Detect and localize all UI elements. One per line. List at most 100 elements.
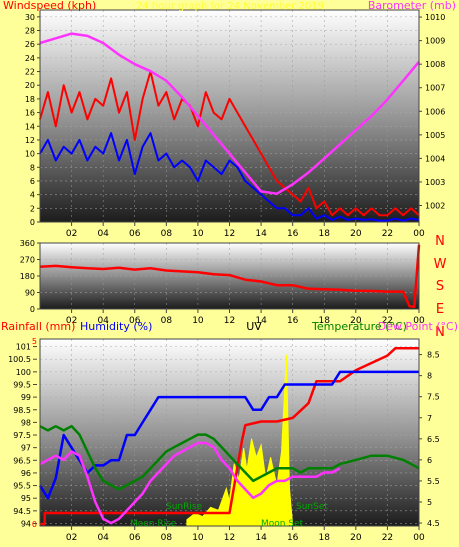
rain-tick-label: 0 bbox=[32, 520, 37, 529]
x-tick-label: 18 bbox=[319, 229, 331, 239]
temperature-tick-label: 8 bbox=[427, 372, 432, 381]
barometer-axis-label: Barometer (mb) bbox=[368, 0, 456, 12]
x-tick-label: 04 bbox=[97, 316, 109, 326]
moon-set-annotation: Moon Set bbox=[261, 519, 304, 529]
x-tick-label: 06 bbox=[129, 316, 141, 326]
series-humidity-line bbox=[38, 370, 419, 500]
humidity-tick-label: 97.5 bbox=[13, 431, 31, 440]
x-tick-label: 16 bbox=[287, 533, 299, 543]
compass-label: S bbox=[436, 279, 444, 294]
humidity-tick-label: 95 bbox=[21, 494, 31, 503]
compass-label: N bbox=[435, 325, 445, 340]
humidity-tick-label: 100 bbox=[16, 368, 31, 377]
windspeed-tick-label: 14 bbox=[25, 122, 35, 131]
x-tick-label: 12 bbox=[224, 316, 235, 326]
windspeed-tick-label: 20 bbox=[25, 81, 35, 90]
humidity-tick-label: 97 bbox=[21, 444, 31, 453]
humidity-axis-label: Humidity (%) bbox=[80, 320, 152, 333]
windspeed-tick-label: 26 bbox=[25, 40, 35, 49]
windspeed-tick-label: 12 bbox=[25, 136, 35, 145]
barometer-tick-label: 1006 bbox=[425, 107, 445, 116]
temperature-tick-label: 4.5 bbox=[427, 519, 440, 528]
x-tick-label: 14 bbox=[255, 316, 267, 326]
series-dewpoint-line bbox=[39, 441, 341, 525]
windspeed-tick-label: 6 bbox=[30, 177, 35, 186]
barometer-tick-label: 1008 bbox=[425, 60, 445, 69]
x-tick-label: 04 bbox=[97, 533, 109, 543]
temperature-tick-label: 5 bbox=[427, 498, 432, 507]
x-tick-label: 18 bbox=[319, 316, 331, 326]
temperature-tick-label: 6 bbox=[427, 456, 432, 465]
dew-point-axis-label: Dew Point (°C) bbox=[378, 320, 458, 333]
x-tick-label: 06 bbox=[129, 229, 141, 239]
x-tick-label: 22 bbox=[382, 316, 393, 326]
windspeed-tick-label: 8 bbox=[30, 163, 35, 172]
x-tick-label: 20 bbox=[350, 533, 362, 543]
series-speed-line bbox=[39, 70, 420, 217]
temperature-axis-label: Temperature (°C) bbox=[311, 320, 407, 333]
compass-label: E bbox=[436, 302, 444, 317]
sunset-annotation: SunSet bbox=[296, 502, 328, 512]
compass-label: W bbox=[434, 257, 447, 272]
barometer-tick-label: 1002 bbox=[425, 202, 445, 211]
humidity-tick-label: 100.5 bbox=[8, 355, 31, 364]
windspeed-tick-label: 22 bbox=[25, 68, 35, 77]
temperature-tick-label: 8.5 bbox=[427, 351, 440, 360]
x-tick-label: 10 bbox=[192, 316, 204, 326]
rainfall-axis-label: Rainfall (mm) bbox=[1, 320, 75, 333]
humidity-tick-label: 98 bbox=[21, 418, 31, 427]
compass-label: N bbox=[435, 234, 445, 249]
windspeed-tick-label: 10 bbox=[25, 150, 35, 159]
x-tick-label: 02 bbox=[66, 229, 77, 239]
windspeed-tick-label: 30 bbox=[25, 13, 35, 22]
x-tick-label: 20 bbox=[350, 316, 362, 326]
x-tick-label: 02 bbox=[66, 533, 77, 543]
series-temperature-line bbox=[39, 424, 420, 491]
windspeed-tick-label: 28 bbox=[25, 27, 35, 36]
barometer-tick-label: 1010 bbox=[425, 13, 445, 22]
humidity-tick-label: 99 bbox=[21, 393, 31, 402]
temperature-tick-label: 5.5 bbox=[427, 477, 440, 486]
x-tick-label: 18 bbox=[319, 533, 331, 543]
x-tick-label: 12 bbox=[224, 533, 235, 543]
x-tick-label: 10 bbox=[192, 229, 204, 239]
barometer-tick-label: 1005 bbox=[425, 131, 445, 140]
x-tick-label: 16 bbox=[287, 229, 299, 239]
chart-title: 24 hour graph for 24 November 2019 bbox=[136, 1, 324, 12]
barometer-tick-label: 1007 bbox=[425, 84, 445, 93]
barometer-tick-label: 1004 bbox=[425, 154, 445, 163]
humidity-tick-label: 94.5 bbox=[13, 507, 31, 516]
x-tick-label: 00 bbox=[413, 533, 425, 543]
humidity-tick-label: 101 bbox=[16, 343, 31, 352]
direction-tick-label: 270 bbox=[20, 256, 35, 265]
windspeed-tick-label: 4 bbox=[30, 191, 35, 200]
windspeed-tick-label: 2 bbox=[30, 204, 35, 213]
series-rain-line bbox=[40, 347, 419, 526]
temperature-tick-label: 7.5 bbox=[427, 393, 440, 402]
humidity-tick-label: 99.5 bbox=[13, 380, 31, 389]
windspeed-tick-label: 18 bbox=[25, 95, 35, 104]
uv-axis-label: UV bbox=[246, 320, 262, 333]
humidity-tick-label: 96 bbox=[21, 469, 31, 478]
series-direction-line bbox=[39, 244, 421, 309]
x-tick-label: 20 bbox=[350, 229, 362, 239]
humidity-tick-label: 96.5 bbox=[13, 456, 31, 465]
sunrise-annotation: SunRise bbox=[166, 502, 203, 512]
x-tick-label: 14 bbox=[255, 533, 267, 543]
x-tick-label: 10 bbox=[192, 533, 204, 543]
humidity-tick-label: 98.5 bbox=[13, 406, 31, 415]
series-avg-line bbox=[39, 132, 420, 222]
temperature-tick-label: 6.5 bbox=[427, 435, 440, 444]
x-tick-label: 08 bbox=[161, 229, 173, 239]
x-tick-label: 02 bbox=[66, 316, 77, 326]
temperature-tick-label: 7 bbox=[427, 414, 432, 423]
humidity-tick-label: 94 bbox=[21, 519, 31, 528]
x-tick-label: 06 bbox=[129, 533, 141, 543]
windspeed-axis-label: Windspeed (kph) bbox=[3, 0, 96, 12]
windspeed-tick-label: 16 bbox=[25, 109, 35, 118]
humidity-tick-label: 95.5 bbox=[13, 482, 31, 491]
x-tick-label: 12 bbox=[224, 229, 235, 239]
direction-tick-label: 180 bbox=[20, 272, 35, 281]
